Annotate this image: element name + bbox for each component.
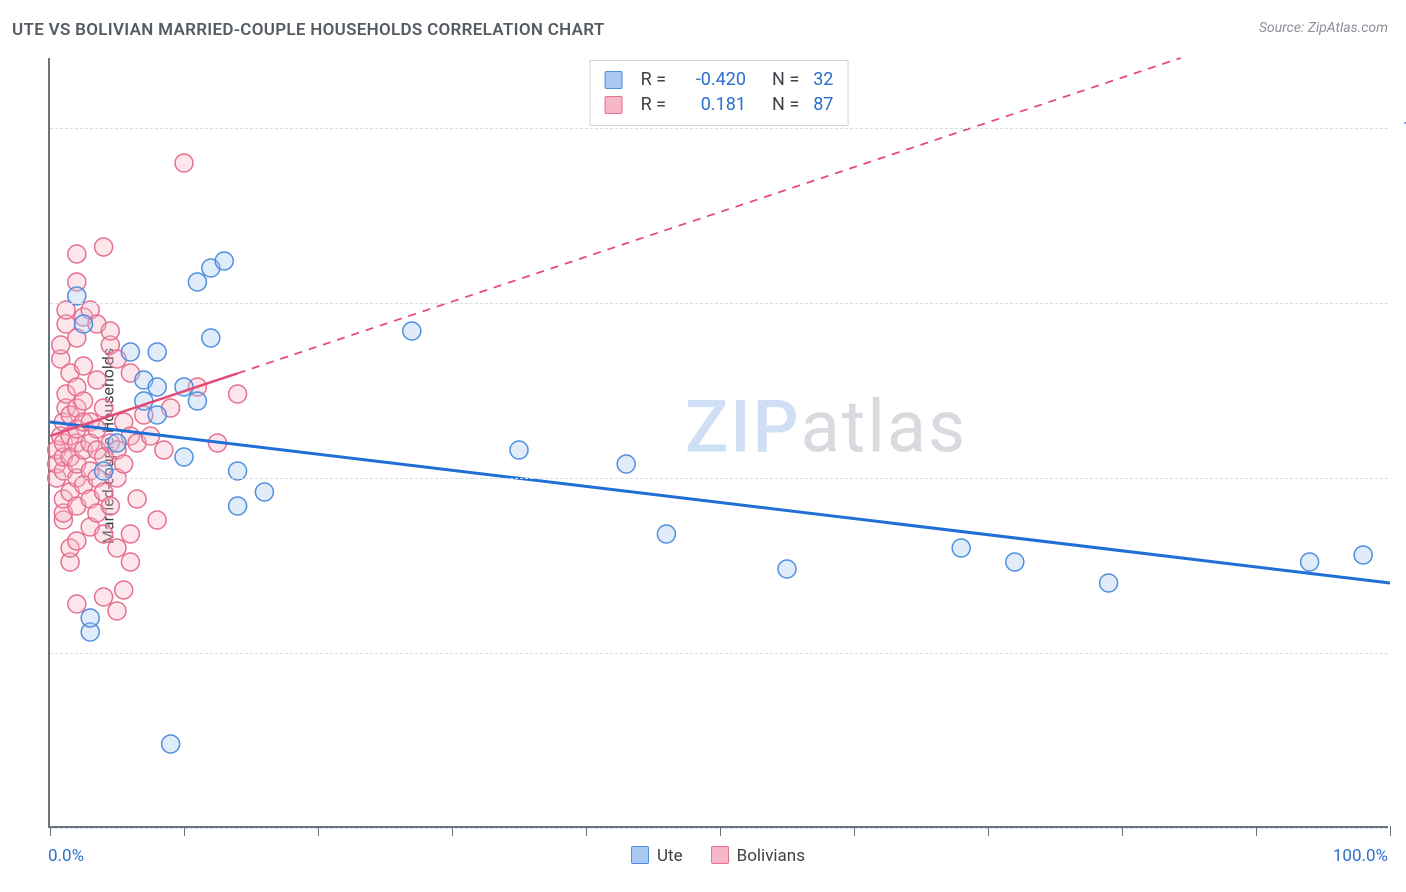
data-point xyxy=(155,441,173,459)
data-point xyxy=(148,511,166,529)
data-point xyxy=(75,315,93,333)
chart-title: UTE VS BOLIVIAN MARRIED-COUPLE HOUSEHOLD… xyxy=(12,20,605,40)
x-tick xyxy=(452,826,453,836)
data-point xyxy=(403,322,421,340)
data-point xyxy=(121,553,139,571)
data-point xyxy=(101,497,119,515)
legend-marker xyxy=(605,96,623,114)
stats-n-label: N = xyxy=(772,67,799,92)
data-point xyxy=(952,539,970,557)
x-tick xyxy=(1122,826,1123,836)
data-point xyxy=(75,357,93,375)
stats-r-label: R = xyxy=(641,92,666,117)
gridline xyxy=(50,303,1388,304)
data-point xyxy=(1100,574,1118,592)
data-point xyxy=(81,609,99,627)
stats-n-value: 87 xyxy=(813,92,833,117)
x-tick-label-100: 100.0% xyxy=(1333,846,1388,866)
data-point xyxy=(229,385,247,403)
data-point xyxy=(215,252,233,270)
y-tick-label: 50.0% xyxy=(1398,468,1406,488)
gridline xyxy=(50,128,1388,129)
chart-container: UTE VS BOLIVIAN MARRIED-COUPLE HOUSEHOLD… xyxy=(0,0,1406,892)
data-point xyxy=(115,581,133,599)
data-point xyxy=(1301,553,1319,571)
regression-line xyxy=(50,422,1390,583)
data-point xyxy=(128,490,146,508)
legend-marker xyxy=(631,846,649,864)
y-tick-label: 100.0% xyxy=(1398,118,1406,138)
data-point xyxy=(510,441,528,459)
gridline xyxy=(50,653,1388,654)
stats-row: R = 0.181 N = 87 xyxy=(605,92,834,117)
data-point xyxy=(95,525,113,543)
data-point xyxy=(115,455,133,473)
data-point xyxy=(101,322,119,340)
plot-area: ZIPatlas R =-0.420N =32R =0.181N =87 25.… xyxy=(48,58,1388,828)
data-point xyxy=(148,406,166,424)
x-tick xyxy=(854,826,855,836)
stats-n-value: 32 xyxy=(813,67,833,92)
data-point xyxy=(202,329,220,347)
data-point xyxy=(88,371,106,389)
data-point xyxy=(95,399,113,417)
data-point xyxy=(121,343,139,361)
data-point xyxy=(108,602,126,620)
data-point xyxy=(108,539,126,557)
legend-item: Ute xyxy=(631,846,683,866)
legend-marker xyxy=(605,71,623,89)
source-attribution: Source: ZipAtlas.com xyxy=(1259,20,1388,36)
data-point xyxy=(68,245,86,263)
x-tick xyxy=(50,826,51,836)
stats-r-label: R = xyxy=(641,67,666,92)
stats-legend-box: R = -0.420 N = 32 R = 0.181 N = 87 xyxy=(590,60,849,126)
data-point xyxy=(657,525,675,543)
data-point xyxy=(162,735,180,753)
data-point xyxy=(175,154,193,172)
data-point xyxy=(255,483,273,501)
gridline xyxy=(50,828,1388,829)
data-point xyxy=(148,378,166,396)
data-point xyxy=(188,392,206,410)
data-point xyxy=(778,560,796,578)
x-tick xyxy=(1256,826,1257,836)
stats-n-label: N = xyxy=(772,92,799,117)
x-tick xyxy=(1390,826,1391,836)
data-point xyxy=(68,595,86,613)
data-point xyxy=(68,532,86,550)
x-tick xyxy=(318,826,319,836)
data-point xyxy=(188,273,206,291)
data-point xyxy=(229,497,247,515)
data-point xyxy=(75,392,93,410)
stats-row: R = -0.420 N = 32 xyxy=(605,67,834,92)
y-tick-label: 25.0% xyxy=(1398,643,1406,663)
data-point xyxy=(1006,553,1024,571)
x-tick xyxy=(586,826,587,836)
x-tick-label-0: 0.0% xyxy=(48,846,84,866)
data-point xyxy=(617,455,635,473)
legend-marker xyxy=(711,846,729,864)
gridline xyxy=(50,478,1388,479)
legend-item: Bolivians xyxy=(711,846,805,866)
data-point xyxy=(52,336,70,354)
scatter-svg xyxy=(50,58,1388,826)
data-point xyxy=(148,343,166,361)
data-point xyxy=(121,525,139,543)
bottom-legend: Ute Bolivians xyxy=(631,846,805,866)
y-tick-label: 75.0% xyxy=(1398,293,1406,313)
x-tick xyxy=(184,826,185,836)
data-point xyxy=(175,448,193,466)
data-point xyxy=(95,238,113,256)
stats-r-value: 0.181 xyxy=(676,92,746,117)
data-point xyxy=(1354,546,1372,564)
stats-r-value: -0.420 xyxy=(676,67,746,92)
x-tick xyxy=(720,826,721,836)
data-point xyxy=(95,588,113,606)
x-tick xyxy=(988,826,989,836)
data-point xyxy=(108,434,126,452)
